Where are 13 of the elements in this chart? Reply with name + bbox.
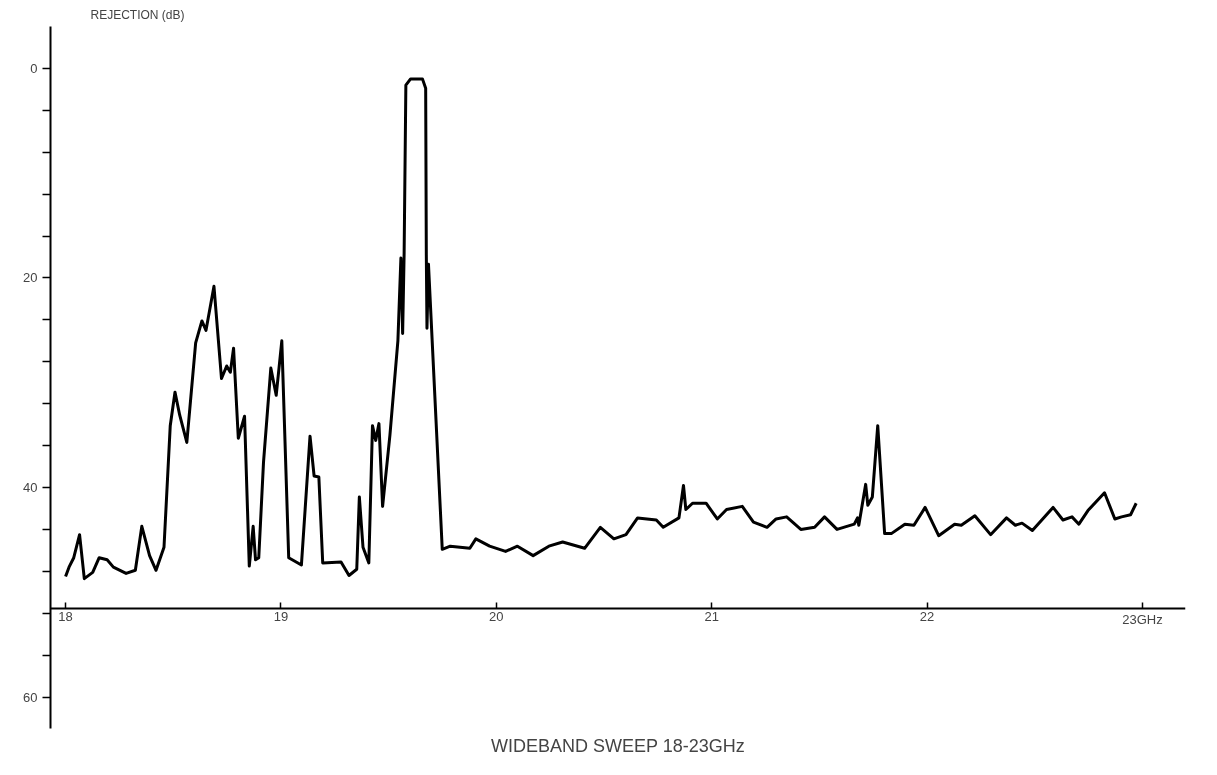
y-tick-label: 0 xyxy=(30,60,38,76)
x-tick-label: 23GHz xyxy=(1122,612,1163,628)
y-tick-label: 40 xyxy=(23,480,38,496)
line-series xyxy=(64,77,1138,581)
text: WIDEBAND SWEEP 18-23GHz xyxy=(490,735,745,756)
x-tick-label: 18 xyxy=(58,609,73,625)
x-tick-label: 19 xyxy=(273,609,289,625)
y-tick-label: 20 xyxy=(23,270,38,286)
y-axis-title: REJECTION (dB) xyxy=(90,7,185,22)
y-tick-label: 60 xyxy=(23,689,38,705)
x-tick-label: 21 xyxy=(704,609,719,625)
x-tick-label: 20 xyxy=(489,609,504,625)
x-tick-label: 22 xyxy=(919,609,935,625)
